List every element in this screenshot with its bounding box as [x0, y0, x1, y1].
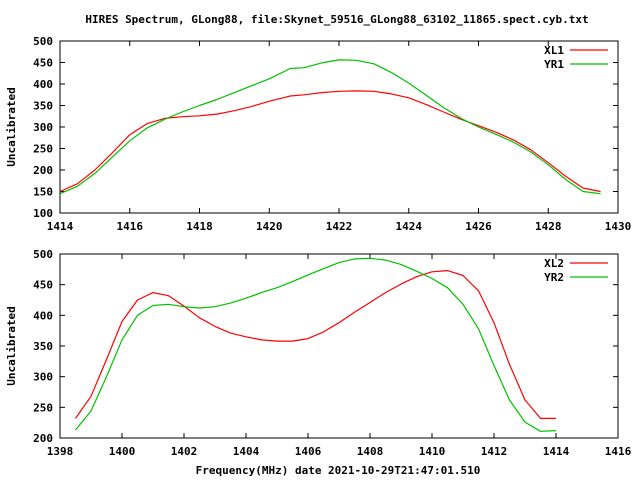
x-tick-label: 1414: [543, 445, 570, 458]
legend-label-xl1: XL1: [544, 44, 564, 57]
x-tick-label: 1424: [396, 220, 423, 233]
chart-title: HIRES Spectrum, GLong88, file:Skynet_595…: [85, 13, 588, 26]
x-tick-label: 1418: [186, 220, 213, 233]
x-tick-label: 1416: [605, 445, 632, 458]
y-axis-label: Uncalibrated: [5, 87, 18, 166]
y-tick-label: 400: [33, 78, 53, 91]
series-line-yr1: [59, 59, 601, 195]
x-axis-label: Frequency(MHz) date 2021-10-29T21:47:01.…: [196, 464, 481, 477]
y-tick-label: 350: [33, 100, 53, 113]
x-tick-label: 1422: [326, 220, 353, 233]
x-tick-label: 1420: [256, 220, 283, 233]
x-tick-label: 1406: [295, 445, 322, 458]
x-tick-label: 1398: [47, 445, 74, 458]
x-tick-label: 1430: [605, 220, 632, 233]
x-tick-label: 1404: [233, 445, 260, 458]
legend-label-yr1: YR1: [544, 58, 564, 71]
y-tick-label: 250: [33, 143, 53, 156]
series-line-xl2: [75, 270, 556, 419]
x-tick-label: 1414: [47, 220, 74, 233]
y-tick-label: 400: [33, 309, 53, 322]
y-tick-label: 250: [33, 401, 53, 414]
x-tick-label: 1416: [117, 220, 144, 233]
y-axis-label: Uncalibrated: [5, 306, 18, 385]
y-tick-label: 450: [33, 279, 53, 292]
x-tick-label: 1428: [535, 220, 562, 233]
plot-frame: [59, 40, 619, 214]
legend-label-xl2: XL2: [544, 257, 564, 270]
plot-2: 1398 1400 1402 1404 1406 1408 1410 1412 1414 1416…: [5, 248, 632, 458]
y-tick-label: 200: [33, 432, 53, 445]
y-tick-label: 300: [33, 121, 53, 134]
y-tick-label: 500: [33, 248, 53, 261]
series-line-xl1: [59, 90, 601, 193]
x-tick-label: 1402: [171, 445, 198, 458]
y-tick-label: 500: [33, 35, 53, 48]
x-tick-label: 1408: [357, 445, 384, 458]
x-tick-label: 1400: [109, 445, 136, 458]
plot-1: 1414 1416 1418 1420 1422 1424 1426 1428 1430 100 1…: [5, 35, 631, 233]
x-tick-label: 1410: [419, 445, 446, 458]
y-tick-label: 450: [33, 57, 53, 70]
x-tick-label: 1412: [481, 445, 508, 458]
y-tick-label: 200: [33, 164, 53, 177]
x-tick-label: 1426: [465, 220, 492, 233]
y-tick-label: 300: [33, 371, 53, 384]
y-tick-label: 350: [33, 340, 53, 353]
y-tick-label: 150: [33, 186, 53, 199]
y-tick-label: 100: [33, 207, 53, 220]
series-line-yr2: [75, 257, 557, 432]
legend-label-yr2: YR2: [544, 271, 564, 284]
